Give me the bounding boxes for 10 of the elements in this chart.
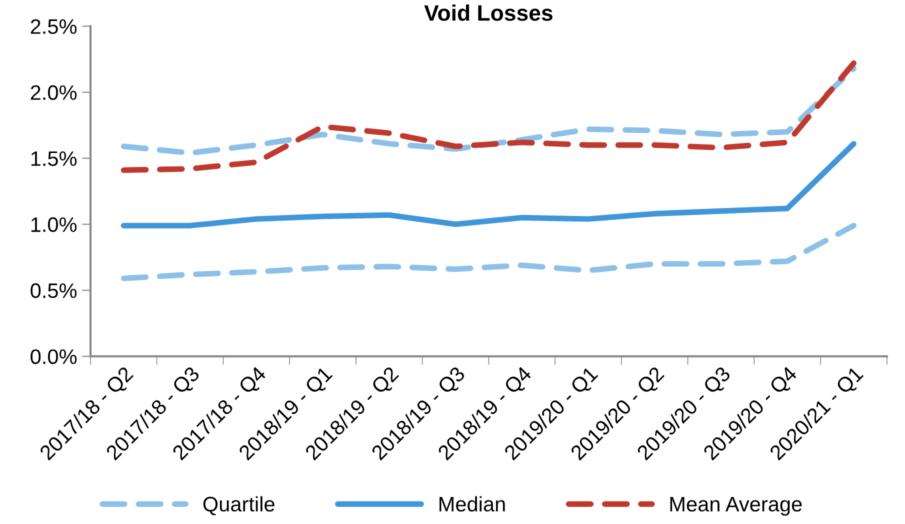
y-tick-label: 2.0%: [30, 85, 77, 100]
y-tick-label: 1.0%: [31, 217, 77, 232]
legend-label: Mean Average: [670, 497, 802, 516]
y-tick-label: 2.5%: [30, 19, 77, 34]
legend-label: Median: [440, 496, 505, 512]
y-tick-label: 0.0%: [30, 349, 77, 364]
y-tick-label: 0.5%: [30, 283, 77, 298]
chart-title: Void Losses: [424, 4, 552, 21]
legend-label: Quartile: [203, 496, 274, 516]
y-tick-label: 1.5%: [31, 151, 77, 166]
